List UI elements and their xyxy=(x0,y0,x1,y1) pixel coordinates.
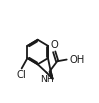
Text: OH: OH xyxy=(69,55,84,65)
Text: NH: NH xyxy=(40,75,54,84)
Text: O: O xyxy=(50,40,58,50)
Text: Cl: Cl xyxy=(16,70,26,80)
